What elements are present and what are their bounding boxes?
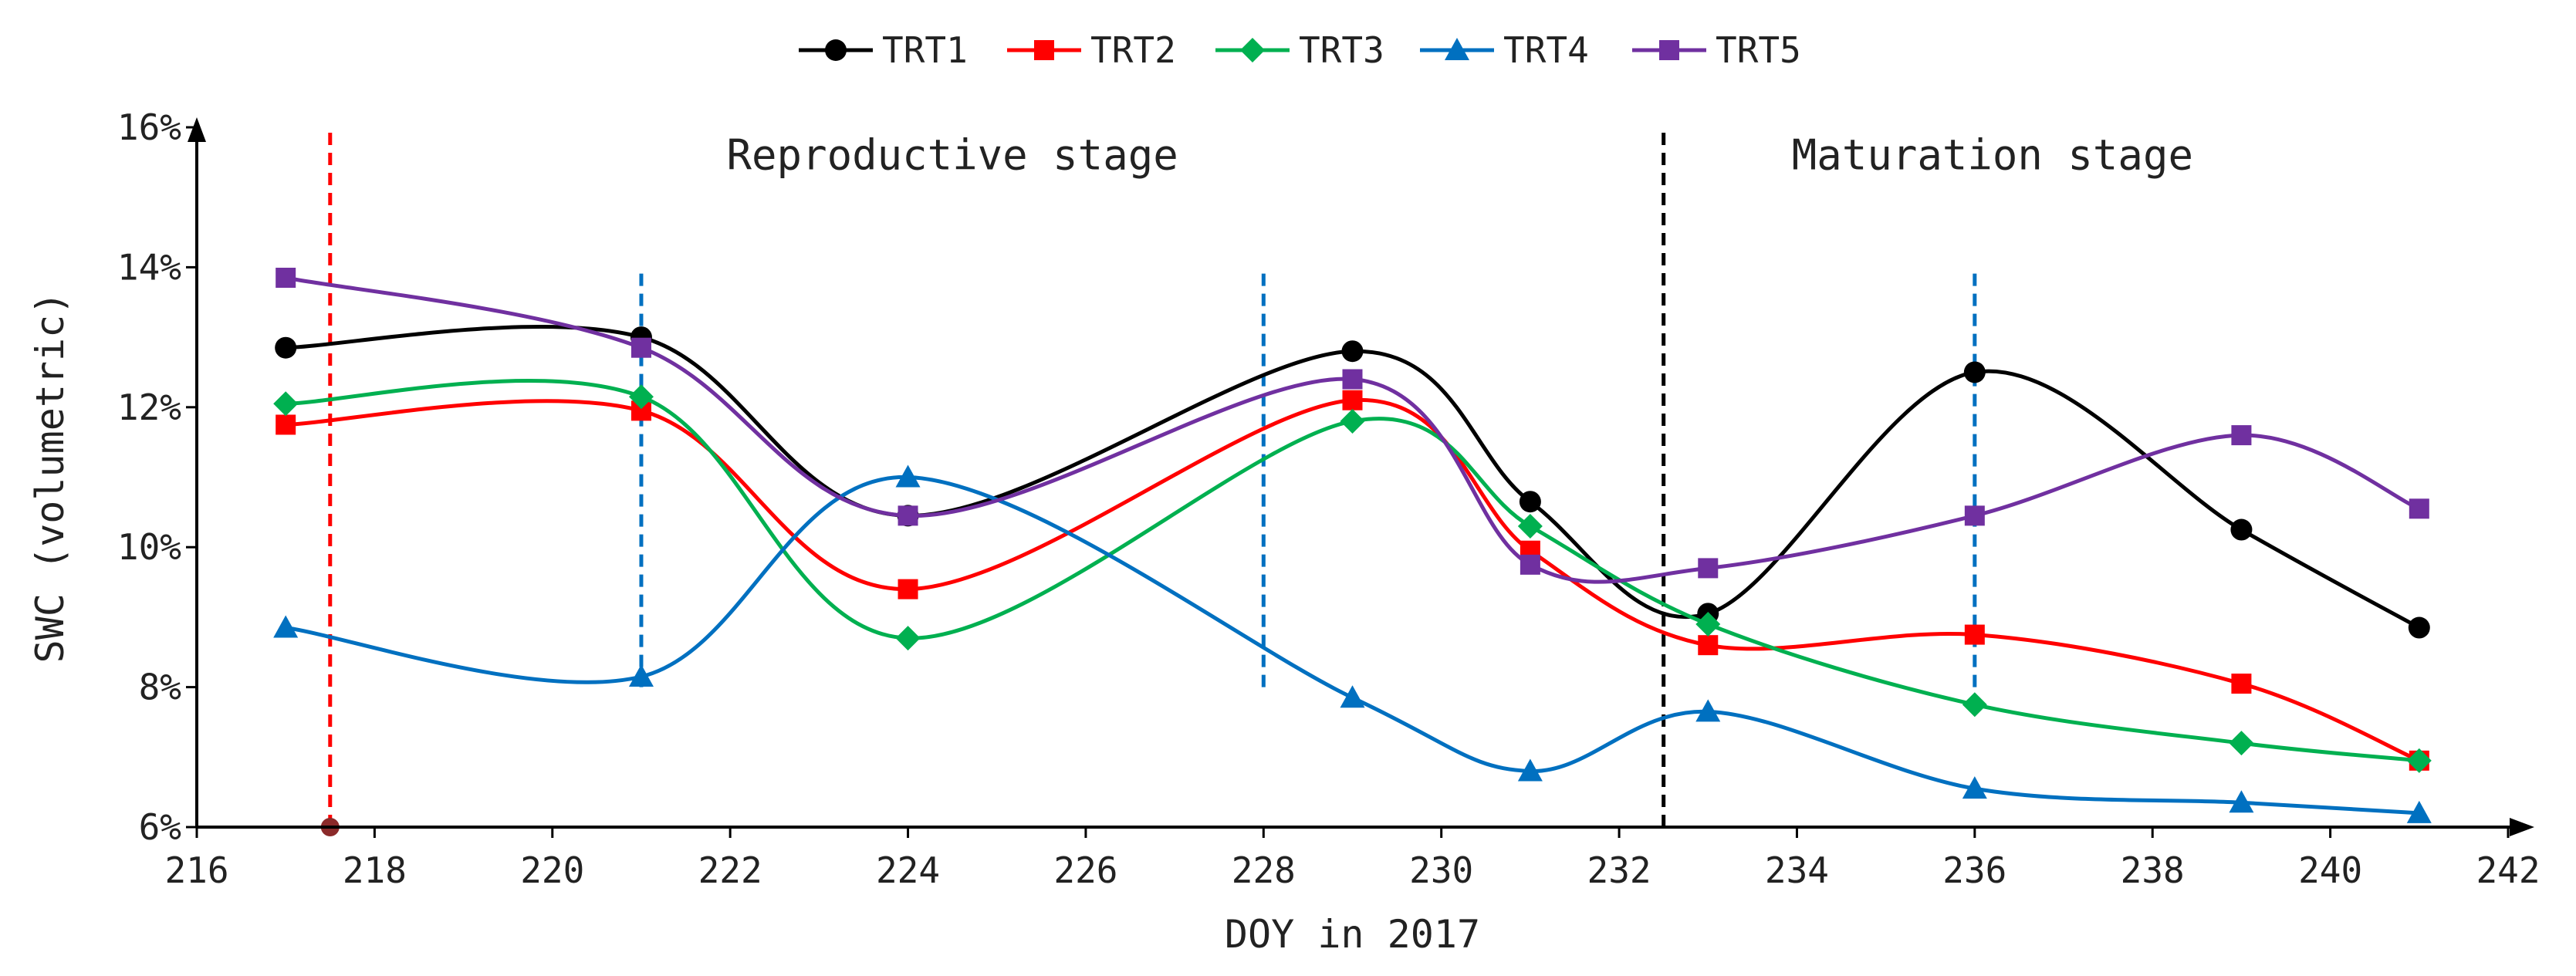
legend-marker-trt5 bbox=[1659, 40, 1679, 60]
data-point-trt4 bbox=[273, 615, 299, 638]
reference-lines bbox=[320, 127, 1977, 836]
series-line-trt1 bbox=[286, 325, 2421, 630]
series-trt5 bbox=[276, 268, 2429, 584]
legend-label-trt1: TRT1 bbox=[882, 29, 968, 71]
data-point-trt1 bbox=[1519, 491, 1541, 513]
data-point-trt2 bbox=[276, 414, 296, 435]
data-point-trt1 bbox=[275, 336, 297, 359]
x-tick-label: 216 bbox=[164, 849, 228, 891]
data-point-trt5 bbox=[630, 337, 651, 358]
legend-label-trt5: TRT5 bbox=[1716, 29, 1801, 71]
x-tick-label: 236 bbox=[1942, 849, 2006, 891]
series-line-trt5 bbox=[285, 275, 2420, 584]
series-line-trt2 bbox=[286, 398, 2420, 763]
data-point-trt5 bbox=[2231, 425, 2252, 446]
data-point-trt1 bbox=[2230, 518, 2253, 541]
data-point-trt5 bbox=[898, 505, 918, 526]
series-trt3 bbox=[273, 379, 2432, 773]
data-point-trt3 bbox=[1962, 692, 1987, 718]
y-ticks: 6% 8% 10% 12% 14% 16% bbox=[117, 106, 197, 848]
data-point-trt4 bbox=[1517, 758, 1543, 782]
data-point-trt3 bbox=[2229, 731, 2254, 756]
data-point-trt1 bbox=[1341, 340, 1364, 363]
data-point-trt3 bbox=[1695, 611, 1721, 637]
data-point-trt2 bbox=[898, 579, 918, 599]
x-tick-label: 232 bbox=[1587, 849, 1651, 891]
data-point-trt4 bbox=[1962, 776, 1987, 799]
x-tick-label: 222 bbox=[698, 849, 762, 891]
data-point-trt3 bbox=[2406, 748, 2432, 773]
series-line-trt4 bbox=[285, 474, 2419, 816]
data-point-trt4 bbox=[895, 464, 921, 488]
series-trt4 bbox=[273, 464, 2432, 823]
data-point-trt5 bbox=[276, 268, 296, 289]
x-ticks: 216 218 220 222 224 226 228 230 232 234 236 238 240 2… bbox=[164, 827, 2541, 891]
legend-label-trt4: TRT4 bbox=[1503, 29, 1589, 71]
data-point-trt5 bbox=[1342, 369, 1363, 390]
data-point-trt3 bbox=[628, 384, 654, 410]
data-point-trt1 bbox=[1963, 361, 1986, 383]
data-point-trt5 bbox=[1964, 505, 1985, 526]
x-axis-arrow bbox=[2510, 818, 2534, 836]
data-point-trt2 bbox=[2231, 674, 2252, 694]
x-tick-label: 220 bbox=[520, 849, 584, 891]
axes: 216 218 220 222 224 226 228 230 232 234 236 238 240 2… bbox=[28, 106, 2541, 957]
data-point-trt4 bbox=[2229, 790, 2254, 813]
x-tick-label: 224 bbox=[876, 849, 940, 891]
data-point-trt4 bbox=[1340, 685, 1365, 708]
y-tick-label: 8% bbox=[139, 667, 181, 708]
data-point-trt4 bbox=[2406, 800, 2432, 823]
data-point-trt3 bbox=[1517, 513, 1543, 539]
stage-label: Maturation stage bbox=[1792, 130, 2193, 179]
data-point-trt3 bbox=[273, 391, 299, 417]
x-axis-title: DOY in 2017 bbox=[1225, 912, 1480, 957]
series-trt2 bbox=[276, 390, 2429, 771]
data-point-trt1 bbox=[2408, 616, 2430, 639]
annotations: Reproductive stage Maturation stage bbox=[727, 130, 2193, 179]
legend-marker-trt3 bbox=[1240, 38, 1265, 62]
series-line-trt3 bbox=[286, 379, 2420, 763]
data-point-trt5 bbox=[1698, 558, 1719, 579]
data-point-trt3 bbox=[895, 626, 921, 651]
data-point-trt4 bbox=[628, 664, 654, 687]
y-tick-label: 12% bbox=[117, 387, 181, 428]
x-tick-label: 218 bbox=[343, 849, 407, 891]
legend-label-trt3: TRT3 bbox=[1299, 29, 1384, 71]
y-axis-arrow bbox=[188, 117, 206, 142]
y-axis-title: SWC (volumetric) bbox=[28, 292, 73, 664]
data-point-trt3 bbox=[1340, 408, 1365, 434]
x-tick-label: 228 bbox=[1232, 849, 1296, 891]
x-tick-label: 234 bbox=[1765, 849, 1829, 891]
y-tick-label: 10% bbox=[117, 526, 181, 568]
data-point-trt4 bbox=[1695, 699, 1721, 722]
data-point-trt2 bbox=[1964, 624, 1985, 645]
x-tick-label: 238 bbox=[2121, 849, 2185, 891]
y-tick-label: 6% bbox=[139, 806, 181, 848]
legend-marker-trt4 bbox=[1445, 38, 1469, 60]
data-point-trt5 bbox=[1520, 554, 1540, 575]
series-layer bbox=[273, 268, 2432, 823]
y-tick-label: 14% bbox=[117, 246, 181, 288]
legend-label-trt2: TRT2 bbox=[1090, 29, 1176, 71]
x-tick-label: 240 bbox=[2298, 849, 2362, 891]
legend: TRT1 TRT2 TRT3 TRT4 TRT5 bbox=[799, 29, 1801, 71]
data-point-trt2 bbox=[1698, 635, 1719, 656]
stage-label: Reproductive stage bbox=[727, 130, 1178, 179]
data-point-trt2 bbox=[1342, 390, 1363, 410]
x-tick-label: 242 bbox=[2476, 849, 2540, 891]
x-tick-label: 230 bbox=[1409, 849, 1473, 891]
data-point-trt5 bbox=[2409, 498, 2429, 519]
y-tick-label: 16% bbox=[117, 106, 181, 148]
x-tick-label: 226 bbox=[1053, 849, 1117, 891]
legend-marker-trt2 bbox=[1034, 40, 1054, 60]
legend-marker-trt1 bbox=[825, 39, 847, 61]
